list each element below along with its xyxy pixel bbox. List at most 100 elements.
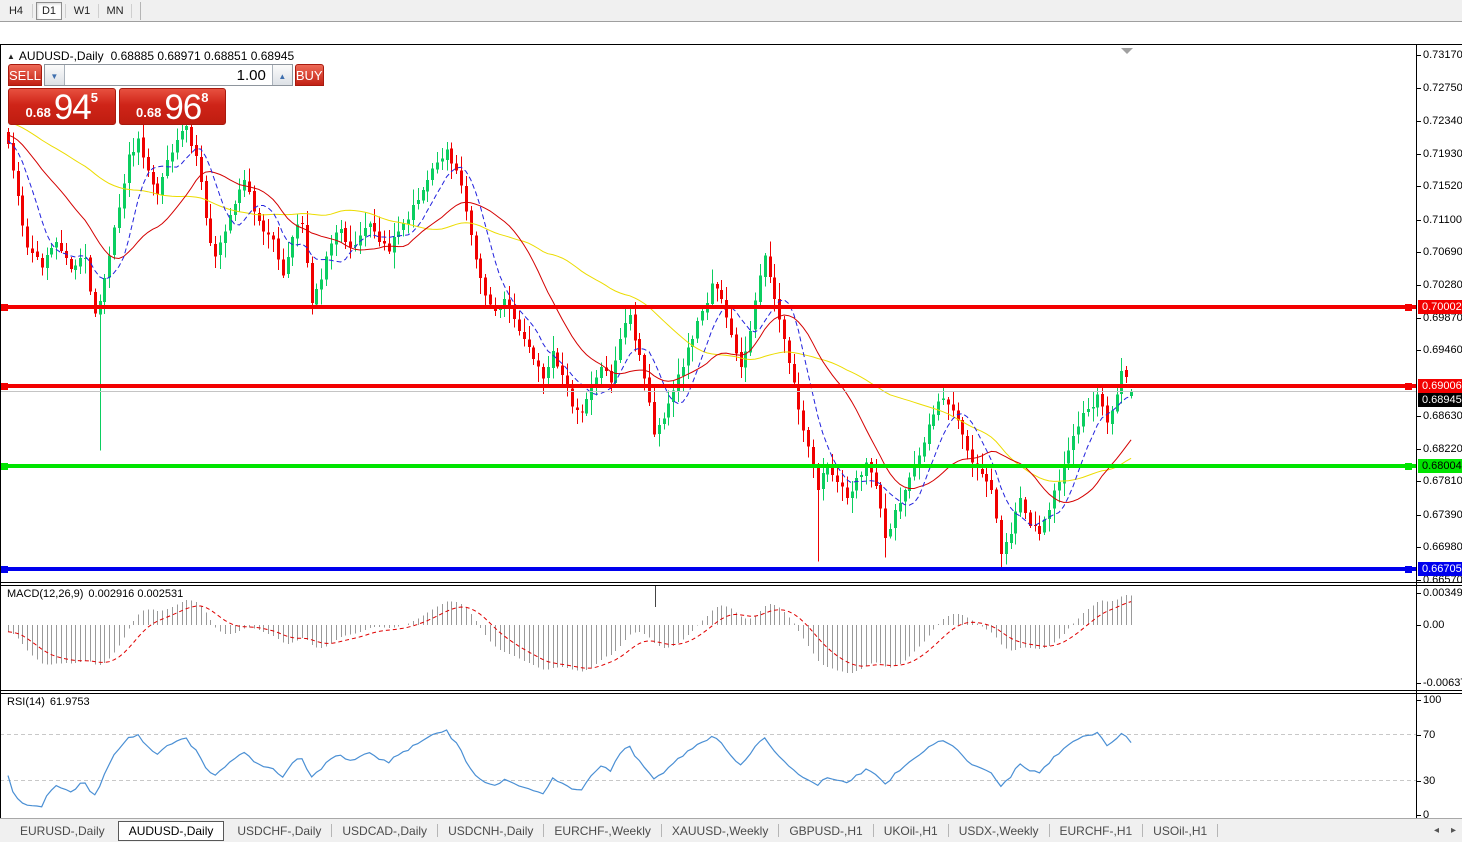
tab-separator (872, 824, 874, 837)
y-axis-label: 0.68220 (1423, 442, 1462, 455)
chart-tab-eurchf-weekly[interactable]: EURCHF-,Weekly (554, 823, 651, 838)
chart-tab-eurusd-daily[interactable]: EURUSD-,Daily (20, 823, 105, 838)
chart-tab-usoil-h1[interactable]: USOil-,H1 (1153, 823, 1208, 838)
y-axis-label: 0.71520 (1423, 180, 1462, 193)
chart-tab-bar: EURUSD-,Daily AUDUSD-,Daily USDCHF-,Daily U… (0, 818, 1462, 842)
hline-0.69006 (0, 384, 1416, 388)
hline-handle[interactable] (1405, 304, 1412, 311)
chevron-up-icon: ▲ (278, 72, 287, 81)
hline-handle[interactable] (1, 566, 8, 573)
chart-tab-gbpusd-h1[interactable]: GBPUSD-,H1 (789, 823, 863, 838)
timeframe-button-mn[interactable]: MN (106, 4, 124, 17)
y-axis-tick (1417, 317, 1421, 319)
y-axis-tick (1417, 416, 1421, 418)
volume-decrease-button[interactable]: ▼ (44, 65, 65, 85)
current-price-line (0, 391, 1416, 392)
chart-tab-audusd-daily[interactable]: AUDUSD-,Daily (117, 820, 225, 841)
price-badge-0.70002: 0.70002 (1418, 300, 1462, 315)
rsi-name: RSI(14) (7, 696, 45, 708)
timeframe-button-h4[interactable]: H4 (8, 4, 24, 17)
chart-shift-marker-icon (1121, 48, 1133, 54)
horizontal-line-objects (0, 304, 1416, 573)
y-axis-label: 0.68630 (1423, 410, 1462, 423)
y-axis-tick (1417, 625, 1421, 626)
y-axis-label: 0.71100 (1423, 213, 1462, 226)
y-axis-tick (1417, 186, 1421, 188)
y-axis-label: 0.70690 (1423, 246, 1462, 259)
macd-pane-canvas[interactable] (0, 586, 1416, 690)
y-axis-tick (1417, 780, 1421, 782)
macd-histogram (8, 595, 1132, 673)
toolbar-separator (140, 1, 141, 20)
y-axis-tick (1417, 121, 1421, 123)
toolbar-separator (32, 3, 33, 18)
hline-handle[interactable] (1405, 463, 1412, 470)
chart-tab-usdcnh-daily[interactable]: USDCNH-,Daily (448, 823, 534, 838)
macd-axis-label: 0.00349 (1423, 587, 1462, 600)
one-click-trading-panel: SELL ▼ ▲ BUY 0.68 94 5 0.68 96 8 (8, 64, 324, 125)
chart-tab-usdx-weekly[interactable]: USDX-,Weekly (958, 823, 1039, 838)
quote-ohlc-values: 0.68885 0.68971 0.68851 0.68945 (110, 49, 295, 63)
rsi-line (7, 729, 1132, 808)
y-axis-tick (1417, 219, 1421, 221)
moving-average-21 (7, 134, 1132, 503)
y-axis-label: 0.71930 (1423, 147, 1462, 160)
tab-separator (778, 824, 780, 837)
chart-tab-usdcad-daily[interactable]: USDCAD-,Daily (342, 823, 428, 838)
price-badge-0.66705: 0.66705 (1418, 562, 1462, 577)
toolbar-separator (65, 3, 66, 18)
volume-input[interactable] (64, 65, 272, 85)
y-axis-label: 0.67810 (1423, 475, 1462, 488)
y-axis-label: 0.72340 (1423, 115, 1462, 128)
toolbar-separator (98, 3, 99, 18)
hline-handle[interactable] (1, 383, 8, 390)
chart-tab-usdchf-daily[interactable]: USDCHF-,Daily (237, 823, 322, 838)
moving-average-50 (7, 121, 1132, 482)
sell-price-button[interactable]: 0.68 94 5 (8, 88, 116, 125)
sell-button[interactable]: SELL (8, 64, 42, 86)
tab-separator (1142, 824, 1144, 837)
sell-price-pip-digit: 5 (90, 90, 98, 105)
price-chart-canvas[interactable] (0, 45, 1416, 582)
rsi-pane-canvas[interactable] (0, 694, 1416, 820)
tab-scroll-left-icon[interactable]: ◂ (1433, 825, 1439, 836)
chart-area[interactable]: ▲ AUDUSD-,Daily 0.68885 0.68971 0.68851 0.… (0, 22, 1462, 840)
buy-button[interactable]: BUY (294, 64, 324, 86)
hline-handle[interactable] (1, 304, 8, 311)
buy-price-big-digits: 96 (164, 88, 202, 127)
price-axis: 0.73170 0.72750 0.72340 0.71930 0.71520 0.711… (1416, 44, 1462, 822)
hline-handle[interactable] (1405, 383, 1412, 390)
rsi-axis-label: 100 (1423, 694, 1442, 706)
pane-divider (0, 693, 1462, 694)
chart-top-border (0, 44, 1462, 45)
chart-tab-xauusd-weekly[interactable]: XAUUSD-,Weekly (671, 823, 769, 838)
rsi-axis-label: 0 (1423, 809, 1430, 821)
trade-panel-top-row: SELL ▼ ▲ BUY (8, 64, 324, 86)
y-axis-tick (1417, 593, 1421, 595)
y-axis-label: 0.72750 (1423, 82, 1462, 95)
candlesticks (7, 122, 1133, 569)
volume-increase-button[interactable]: ▲ (271, 65, 292, 85)
chart-tab-eurchf-h1[interactable]: EURCHF-,H1 (1059, 823, 1133, 838)
timeframe-button-w1[interactable]: W1 (73, 4, 91, 17)
y-axis-tick (1417, 284, 1421, 286)
buy-price-button[interactable]: 0.68 96 8 (118, 88, 226, 127)
y-axis-label: 0.70280 (1423, 278, 1462, 291)
y-axis-tick (1417, 55, 1421, 57)
hline-handle[interactable] (1405, 566, 1412, 573)
chart-tab-ukoil-h1[interactable]: UKOil-,H1 (883, 823, 938, 838)
hline-0.66705 (0, 567, 1416, 571)
ohlc-readout: ▲ AUDUSD-,Daily 0.68885 0.68971 0.68851 0.… (7, 49, 294, 63)
hline-handle[interactable] (1, 463, 8, 470)
timeframe-button-d1[interactable]: D1 (36, 1, 62, 20)
y-axis-tick (1417, 88, 1421, 90)
y-axis-label: 0.69870 (1423, 311, 1462, 324)
tab-separator (543, 824, 545, 837)
tab-scroll-right-icon[interactable]: ▸ (1450, 825, 1456, 836)
buy-price-prefix: 0.68 (136, 105, 162, 120)
y-axis-tick (1417, 252, 1421, 254)
trade-panel-price-row: 0.68 94 5 0.68 96 8 (8, 88, 226, 125)
chevron-down-icon: ▼ (50, 72, 59, 81)
y-axis-label: 0.69460 (1423, 344, 1462, 357)
